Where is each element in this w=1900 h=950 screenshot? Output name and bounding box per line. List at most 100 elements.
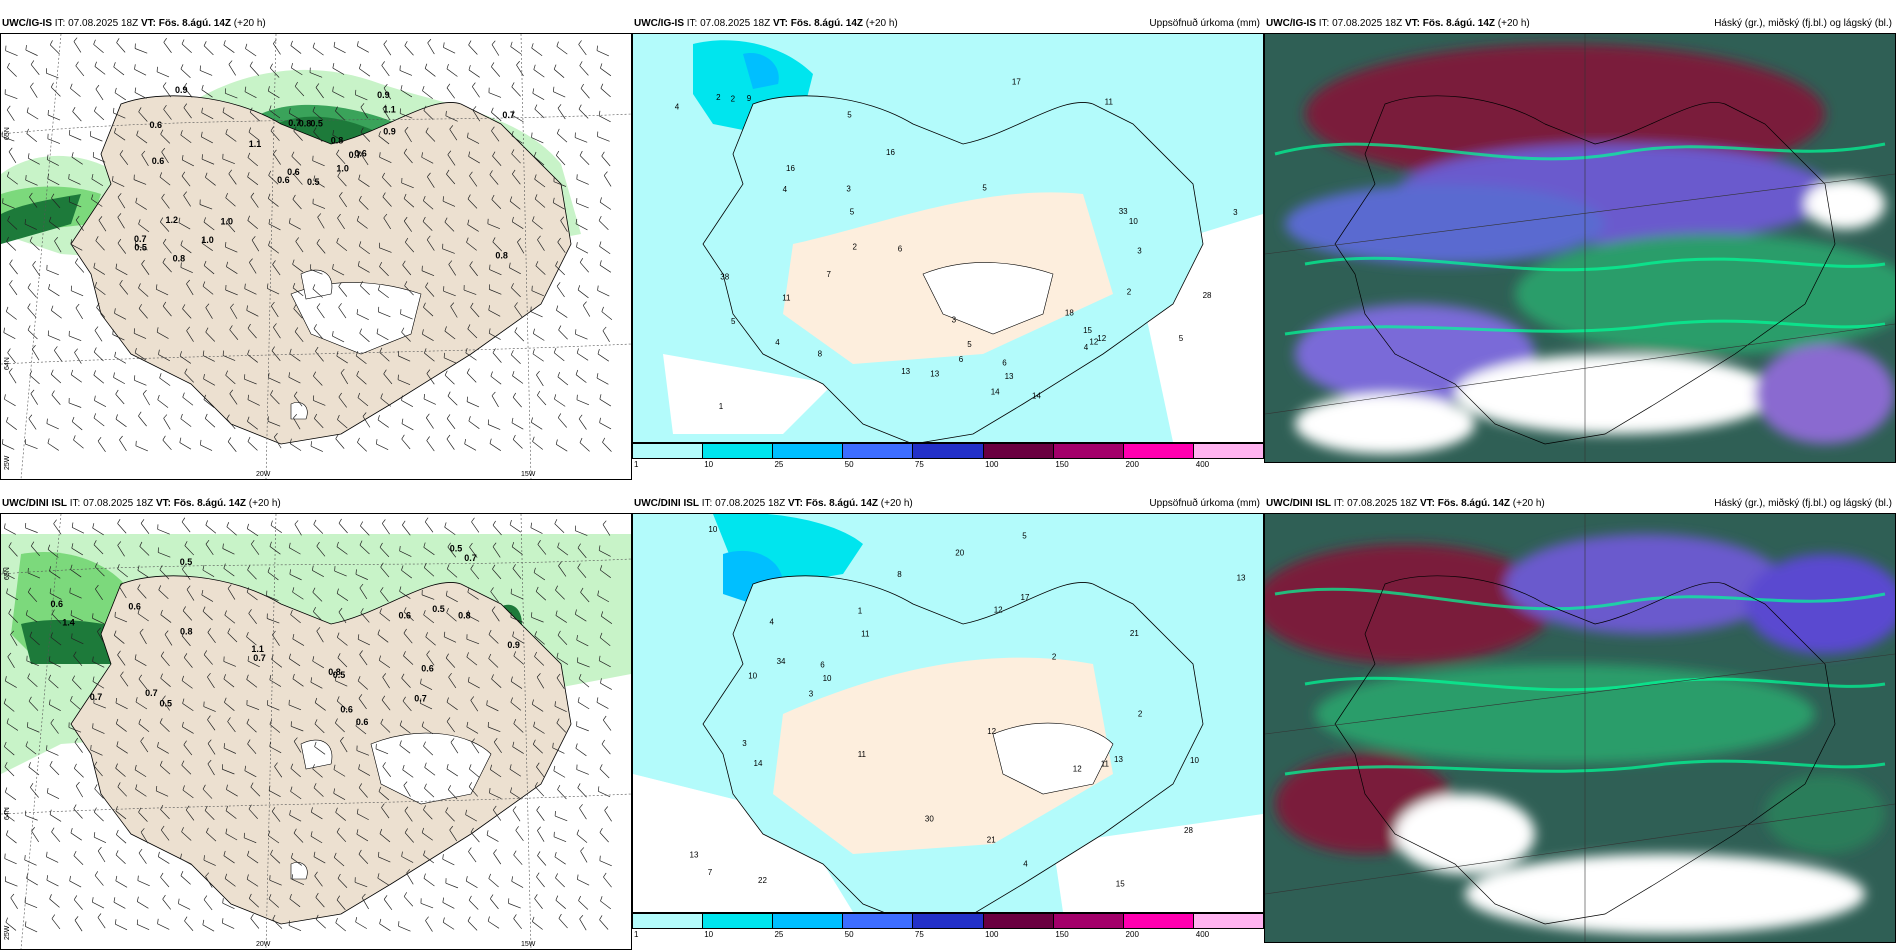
wind-barb-flag — [249, 61, 253, 67]
precip-value-label: 0.7 — [90, 692, 103, 702]
wind-barb-flag — [397, 350, 400, 356]
map-accum-precip[interactable]: 13 5 5 4 3 5 6 38 33 16 11 5 13 14 11 13 15 12 28 10 9 3 4 5 6 8 1… — [632, 33, 1264, 443]
wind-barb-flag — [181, 517, 186, 523]
wind-barb — [244, 288, 257, 295]
wind-barb-flag — [401, 434, 405, 440]
wind-barb-flag — [513, 718, 517, 724]
wind-barb — [556, 722, 567, 733]
wind-barb — [157, 399, 169, 408]
panel-title: UWC/IG-IS IT: 07.08.2025 18Z VT: Fös. 8.… — [1264, 15, 1896, 33]
wind-barb-flag — [203, 895, 208, 900]
wind-barb — [184, 372, 195, 383]
map-cloud-cover[interactable] — [1264, 513, 1896, 943]
wind-barb-flag — [382, 673, 387, 678]
wind-barb — [356, 375, 367, 385]
lon-label-25w: 25W — [4, 455, 11, 470]
wind-barb-flag — [512, 169, 516, 175]
wind-barb — [531, 137, 544, 144]
wind-barb — [207, 743, 216, 755]
wind-barb-flag — [75, 303, 80, 309]
wind-barb — [47, 138, 61, 144]
wind-barb-flag — [468, 151, 471, 157]
wind-barb-flag — [489, 764, 493, 770]
wind-barb — [537, 544, 547, 555]
wind-barb-flag — [492, 542, 497, 547]
wind-barb — [492, 809, 502, 821]
wind-barb — [552, 747, 565, 754]
wind-barb — [316, 243, 326, 254]
wind-barb-flag — [579, 61, 583, 66]
wind-barb — [423, 307, 434, 317]
wind-barb — [555, 589, 565, 600]
wind-barb — [248, 613, 257, 624]
wind-barb — [491, 678, 502, 688]
wind-barb-flag — [71, 152, 74, 158]
wind-barb — [92, 661, 105, 668]
colorbar-swatch — [1193, 444, 1263, 458]
wind-barb-flag — [202, 281, 206, 287]
wind-barb-flag — [450, 302, 455, 307]
wind-barb — [378, 856, 391, 863]
wind-barb — [54, 350, 63, 362]
map-wind-precip[interactable]: 65N 64N 25W 20W 15W 0.6 0.5 0.7 0.6 0.5 0.6 0.… — [0, 513, 632, 950]
wind-barb-flag — [492, 151, 496, 157]
wind-barb-flag — [117, 213, 122, 218]
wind-barb-flag — [93, 540, 97, 545]
wind-barb-flag — [576, 242, 578, 248]
map-accum-precip[interactable]: 12 12 11 3 34 30 21 28 21 10 10 13 15 10 7 11 17 14 22 20 12… — [632, 513, 1264, 913]
wind-barb — [492, 155, 502, 166]
wind-barb — [403, 632, 413, 644]
wind-barb — [289, 353, 301, 362]
wind-barb — [222, 112, 235, 120]
wind-barb — [443, 47, 456, 54]
wind-barb — [183, 195, 191, 207]
wind-barb — [379, 923, 391, 932]
wind-barb-flag — [73, 651, 77, 657]
precip-value-label: 0.9 — [175, 85, 188, 95]
wind-barb — [403, 655, 414, 665]
wind-barb — [69, 880, 82, 888]
wind-barb — [382, 177, 392, 187]
wind-barb — [383, 44, 392, 56]
wind-barb-flag — [467, 324, 471, 330]
wind-barb — [381, 65, 390, 77]
wind-barb-flag — [70, 828, 73, 834]
wind-barb — [273, 153, 281, 165]
wind-barb — [92, 527, 104, 536]
wind-barb-flag — [445, 110, 447, 116]
wind-barb — [314, 875, 323, 887]
wind-barb — [493, 853, 502, 865]
wind-barb-flag — [443, 631, 446, 637]
lat-label-64n: 64N — [4, 807, 11, 820]
wind-barb-flag — [312, 764, 315, 770]
wind-barb — [184, 920, 194, 931]
map-cloud-cover[interactable] — [1264, 33, 1896, 463]
wind-barb — [599, 637, 611, 647]
wind-barb — [423, 200, 434, 210]
wind-barb — [114, 635, 125, 644]
wind-barb — [442, 248, 455, 254]
wind-barb — [6, 834, 17, 844]
wind-barb — [46, 269, 59, 276]
wind-barb — [204, 810, 215, 820]
wind-barb — [74, 920, 83, 932]
wind-barb — [159, 569, 170, 580]
wind-barb-flag — [555, 895, 559, 901]
wind-barb — [205, 307, 213, 319]
wind-barb-flag — [92, 656, 94, 662]
wind-barb — [135, 701, 148, 710]
wind-barb-flag — [446, 434, 451, 440]
wind-barb-flag — [445, 807, 449, 813]
wind-barb — [247, 743, 257, 754]
colorbar-swatch — [633, 444, 704, 458]
wind-barb-flag — [26, 107, 29, 113]
colorbar-swatch — [633, 914, 704, 928]
map-wind-precip[interactable]: 65N 64N 25W 20W 15W 0.5 0.6 0.6 0.7 0.7 1.0 0.… — [0, 33, 632, 480]
wind-barb — [467, 137, 480, 144]
wind-barb-flag — [357, 392, 361, 398]
wind-barb — [92, 617, 105, 625]
wind-barb-flag — [378, 131, 381, 137]
wind-barb — [575, 223, 588, 231]
wind-barb — [466, 880, 478, 888]
wind-barb — [332, 67, 345, 75]
